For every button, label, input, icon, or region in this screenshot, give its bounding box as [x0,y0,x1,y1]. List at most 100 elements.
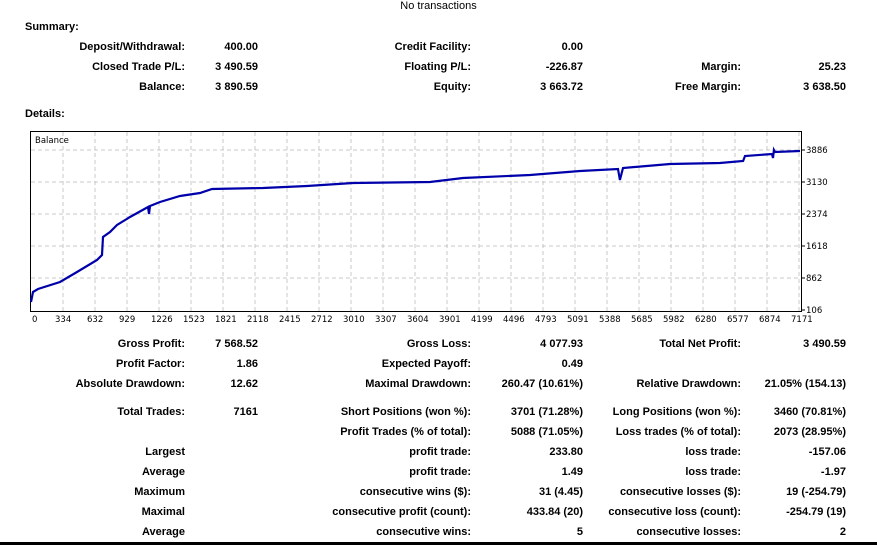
summary-value: 400.00 [224,41,258,53]
details-label: consecutive wins: [376,526,471,538]
summary-title: Summary: [25,21,79,33]
details-label: loss trade: [685,446,741,458]
summary-value: -226.87 [545,61,583,73]
details-label: Profit Trades (% of total): [340,426,471,438]
y-tick-label: 106 [806,306,822,316]
x-tick-label: 1226 [151,315,173,325]
details-value: 3 490.59 [803,338,846,350]
details-label: Total Trades: [117,406,185,418]
details-value: 1.86 [236,358,258,370]
details-label: Short Positions (won %): [340,406,471,418]
details-label: Average [141,466,185,478]
details-label: loss trade: [685,466,741,478]
details-value: 433.84 (20) [526,506,583,518]
details-label: Gross Profit: [117,338,185,350]
x-tick-label: 5685 [631,315,653,325]
details-label: Relative Drawdown: [636,378,741,390]
details-value: 5088 (71.05%) [510,426,583,438]
y-tick-label: 3130 [806,178,828,188]
summary-label: Deposit/Withdrawal: [79,41,185,53]
details-label: Gross Loss: [406,338,471,350]
details-label: consecutive profit (count): [332,506,471,518]
x-tick-label: 6874 [759,315,781,325]
details-value: -157.06 [808,446,846,458]
x-tick-label: 5388 [599,315,621,325]
x-tick-label: 3604 [407,315,429,325]
details-value: 7 568.52 [215,338,258,350]
details-value: 2 [839,526,846,538]
details-value: -254.79 (19) [786,506,846,518]
details-value: 0.49 [561,358,583,370]
details-label: profit trade: [409,446,471,458]
details-value: 12.62 [230,378,258,390]
details-label: Maximal [141,506,185,518]
details-label: consecutive losses ($): [619,486,741,498]
y-tick-label: 862 [806,274,822,284]
summary-value: 0.00 [561,41,583,53]
x-tick-label: 1821 [215,315,237,325]
summary-label: Closed Trade P/L: [92,61,185,73]
x-tick-label: 4793 [535,315,557,325]
details-value: 21.05% (154.13) [764,378,846,390]
details-label: consecutive losses: [636,526,741,538]
x-tick-label: 4496 [503,315,525,325]
x-tick-label: 0 [32,315,37,325]
details-value: 19 (-254.79) [786,486,846,498]
details-value: 3460 (70.81%) [773,406,846,418]
details-value: 3701 (71.28%) [510,406,583,418]
x-tick-label: 632 [87,315,103,325]
x-tick-label: 5091 [567,315,589,325]
bottom-border [0,542,877,545]
details-label: consecutive loss (count): [608,506,741,518]
details-value: 7161 [233,406,258,418]
details-label: profit trade: [409,466,471,478]
summary-value: 3 663.72 [540,81,583,93]
chart-frame [30,131,802,312]
summary-value: 25.23 [818,61,846,73]
balance-chart: Balance 3886 3130 2374 1618 862 106 0 334 632 929… [29,131,828,325]
x-tick-label: 3307 [375,315,397,325]
details-value: 260.47 (10.61%) [501,378,583,390]
details-label: Profit Factor: [115,358,185,370]
x-tick-label: 334 [55,315,71,325]
details-label: Maximal Drawdown: [365,378,471,390]
x-tick-label: 4199 [471,315,493,325]
x-tick-label: 2118 [247,315,269,325]
details-value: 31 (4.45) [538,486,583,498]
y-tick-label: 3886 [806,146,828,156]
x-tick-label: 2415 [279,315,301,325]
details-label: Largest [145,446,185,458]
summary-label: Margin: [701,61,741,73]
details-label: Long Positions (won %): [612,406,741,418]
header-note: No transactions [400,0,477,12]
x-tick-label: 5982 [663,315,685,325]
summary-label: Balance: [139,81,185,93]
x-tick-label: 3010 [343,315,365,325]
details-label: Maximum [134,486,185,498]
summary-label: Equity: [433,81,471,93]
details-value: 2073 (28.95%) [773,426,846,438]
x-tick-label: 6577 [727,315,749,325]
y-tick-label: 2374 [806,210,828,220]
details-value: 5 [576,526,583,538]
x-tick-label: 929 [119,315,135,325]
x-tick-label: 2712 [311,315,333,325]
details-title: Details: [25,108,65,120]
details-value: 1.49 [561,466,583,478]
details-label: Average [141,526,185,538]
summary-value: 3 890.59 [215,81,258,93]
details-label: consecutive wins ($): [359,486,471,498]
x-tick-label: 6280 [695,315,717,325]
chart-title: Balance [35,136,69,146]
y-tick-label: 1618 [806,242,828,252]
x-tick-label: 1523 [183,315,205,325]
x-tick-label: 7171 [791,315,813,325]
x-tick-label: 3901 [439,315,461,325]
details-value: -1.97 [820,466,846,478]
balance-line [29,146,801,303]
details-value: 233.80 [549,446,583,458]
summary-value: 3 490.59 [215,61,258,73]
details-label: Loss trades (% of total): [615,426,741,438]
details-label: Total Net Profit: [659,338,741,350]
summary-label: Floating P/L: [404,61,471,73]
